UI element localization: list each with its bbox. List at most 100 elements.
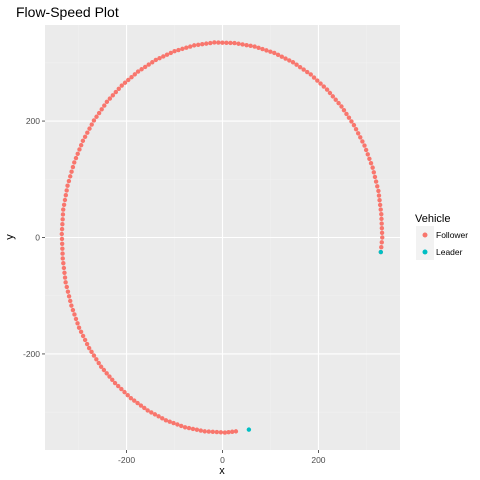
point-follower <box>73 316 79 322</box>
point-follower <box>59 231 64 237</box>
point-follower <box>149 410 154 415</box>
point-follower <box>107 374 112 379</box>
point-follower <box>305 69 310 75</box>
point-follower <box>330 94 336 99</box>
point-follower <box>64 284 69 290</box>
point-follower <box>202 429 207 434</box>
point-follower <box>62 270 67 275</box>
point-follower <box>132 398 137 403</box>
legend-title: Vehicle <box>415 213 450 225</box>
point-follower <box>182 425 188 430</box>
point-follower <box>378 207 383 212</box>
point-follower <box>341 108 347 113</box>
point-follower <box>176 47 181 53</box>
point-follower <box>91 118 97 123</box>
point-follower <box>160 416 165 421</box>
point-follower <box>110 377 115 382</box>
point-follower <box>138 403 144 408</box>
point-follower <box>60 256 65 261</box>
point-follower <box>77 147 82 152</box>
point-follower <box>63 280 68 285</box>
point-follower <box>327 90 333 96</box>
point-follower <box>116 86 121 92</box>
point-follower <box>252 44 257 49</box>
point-follower <box>204 41 209 46</box>
point-follower <box>371 170 377 175</box>
point-follower <box>230 429 235 434</box>
point-follower <box>196 42 201 47</box>
point-follower <box>153 57 159 63</box>
point-follower <box>104 371 109 376</box>
point-follower <box>372 174 378 180</box>
point-follower <box>59 226 65 232</box>
point-follower <box>346 115 352 120</box>
legend-label-leader: Leader <box>436 247 463 257</box>
point-follower <box>368 161 374 166</box>
point-follower <box>210 429 216 435</box>
point-follower <box>145 408 150 413</box>
point-follower <box>78 329 84 335</box>
point-follower <box>260 46 265 52</box>
point-follower <box>290 60 296 65</box>
point-follower <box>128 395 134 401</box>
point-follower <box>376 193 382 198</box>
point-follower <box>78 142 84 148</box>
point-follower <box>98 364 104 369</box>
y-ticks: -200 0 200 <box>23 116 45 359</box>
point-follower <box>161 54 166 59</box>
point-follower <box>360 139 365 144</box>
point-follower <box>379 230 385 236</box>
point-follower <box>66 178 72 184</box>
point-follower <box>208 40 213 46</box>
point-follower <box>75 321 80 326</box>
point-follower <box>175 422 180 427</box>
point-follower <box>200 42 205 47</box>
point-follower <box>167 419 172 424</box>
legend-marker-leader <box>422 249 428 255</box>
point-follower <box>163 418 169 423</box>
point-follower <box>94 114 99 119</box>
point-follower <box>64 188 69 193</box>
point-follower <box>113 89 119 95</box>
point-follower <box>375 184 380 189</box>
y-axis-label: y <box>4 234 16 240</box>
point-follower <box>94 357 99 362</box>
point-follower <box>129 74 134 80</box>
point-follower <box>139 67 144 72</box>
point-follower <box>191 43 197 48</box>
point-follower <box>363 147 369 153</box>
point-follower <box>232 40 237 46</box>
point-follower <box>60 217 65 222</box>
x-tick-label: 0 <box>220 455 225 465</box>
point-follower <box>376 188 381 194</box>
point-follower <box>294 62 299 67</box>
point-follower <box>61 202 67 207</box>
point-follower <box>60 246 65 251</box>
point-follower <box>228 40 233 46</box>
point-follower <box>297 64 303 70</box>
point-leader <box>246 427 252 432</box>
point-follower <box>365 152 370 157</box>
y-tick-label: -200 <box>23 349 40 359</box>
point-follower <box>184 45 189 50</box>
point-follower <box>146 62 151 67</box>
point-follower <box>220 40 225 45</box>
point-follower <box>72 312 77 317</box>
point-follower <box>308 72 313 77</box>
grid <box>45 25 400 450</box>
point-follower <box>283 56 288 61</box>
point-follower <box>268 49 273 54</box>
point-follower <box>218 430 224 435</box>
point-follower <box>358 135 363 140</box>
point-follower <box>89 122 94 127</box>
point-follower <box>110 93 116 98</box>
point-follower <box>135 69 141 74</box>
point-follower <box>69 169 74 174</box>
point-follower <box>102 103 107 108</box>
point-follower <box>287 58 292 63</box>
y-tick-label: 200 <box>26 116 40 126</box>
point-follower <box>60 222 65 227</box>
point-leader <box>378 249 384 255</box>
point-follower <box>66 294 72 299</box>
x-axis-label: x <box>219 465 225 477</box>
